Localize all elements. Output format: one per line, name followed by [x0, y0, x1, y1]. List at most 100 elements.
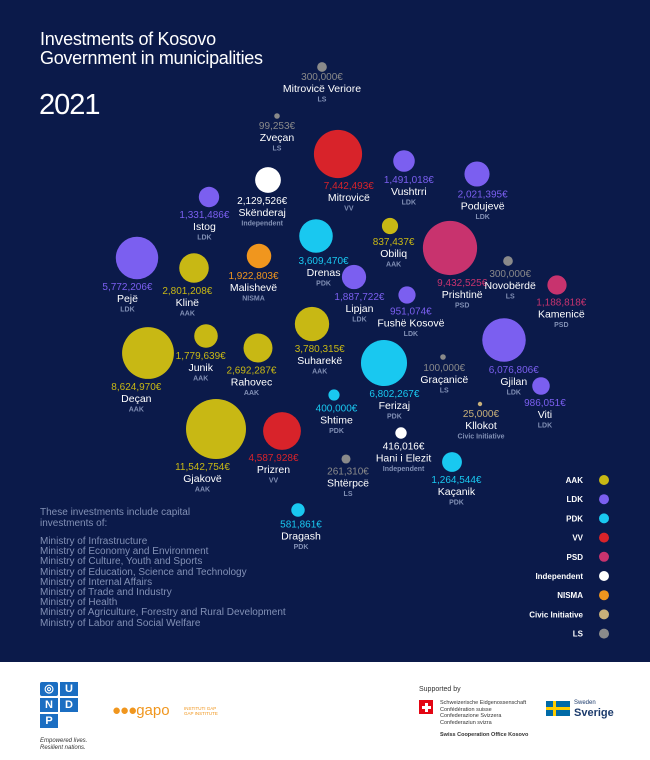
municipality-bubble: [464, 161, 490, 187]
municipality-bubble: [341, 264, 367, 290]
municipality-bubble: [313, 129, 363, 179]
party-label: PDK: [329, 428, 344, 435]
municipality-bubble-group: 300,000€Mitrovicë Veriore LS: [283, 62, 361, 104]
ministries-list: Ministry of Infrastructure Ministry of Ec…: [40, 536, 286, 629]
municipality-label: Malishevë: [230, 282, 277, 294]
municipality-bubble-group: 3,780,315€Suharekë AAK: [295, 306, 345, 376]
party-label: LS: [344, 491, 353, 498]
municipality-bubble-group: 99,253€Zveçan LS: [259, 113, 296, 153]
ministry-item: Ministry of Culture, Youth and Sports: [40, 557, 286, 567]
swiss-confederation-text: Schweizerische Eidgenossenschaft Confédé…: [440, 700, 526, 726]
legend-label: PDK: [566, 514, 583, 523]
value-label: 986,051€: [524, 398, 566, 409]
municipality-bubble: [243, 333, 273, 363]
municipality-label: Dragash: [281, 531, 321, 543]
ministry-prefix: Ministry of: [40, 587, 89, 599]
municipality-bubble: [360, 339, 408, 387]
undp-logo-n: N: [40, 698, 58, 712]
party-label: AAK: [180, 310, 195, 317]
party-label: LDK: [475, 214, 489, 221]
municipality-bubble-group: 2,692,287€Rahovec AAK: [226, 333, 277, 397]
party-label: LDK: [507, 389, 521, 396]
municipality-bubble-group: 1,922,803€Malishevë NISMA: [228, 243, 279, 303]
value-label: 2,129,526€: [237, 196, 287, 207]
ministry-prefix: Ministry of: [40, 566, 89, 578]
gap-logo-text: gapo: [136, 702, 170, 719]
municipality-bubble: [291, 503, 305, 517]
municipality-bubble: [179, 253, 209, 283]
value-label: 1,264,544€: [431, 475, 481, 486]
municipality-bubble: [477, 401, 483, 407]
ministry-prefix: Ministry of: [40, 576, 89, 588]
municipality-label: Lipjan: [345, 303, 373, 315]
legend-label: NISMA: [557, 591, 583, 600]
municipality-label: Gjakovë: [183, 473, 222, 485]
ministry-name: Economy and Environment: [88, 546, 209, 558]
municipality-bubble: [186, 399, 246, 459]
party-label: AAK: [386, 262, 401, 269]
value-label: 1,188,818€: [536, 298, 586, 309]
municipality-label: Obiliq: [380, 248, 407, 260]
swiss-office-label: Swiss Cooperation Office Kosovo: [440, 732, 529, 738]
value-label: 300,000€: [301, 72, 343, 83]
municipality-bubble: [115, 236, 159, 280]
municipality-bubble: [122, 327, 174, 379]
value-label: 1,887,722€: [334, 292, 384, 303]
municipality-bubble: [317, 62, 327, 72]
municipality-label: Ferizaj: [379, 400, 411, 412]
legend-swatch: [599, 571, 609, 581]
ministry-item: Ministry of Education, Science and Techn…: [40, 566, 286, 578]
municipality-label: Kaçanik: [438, 486, 476, 498]
municipality-label: Graçanicë: [420, 374, 468, 386]
party-label: LS: [318, 97, 327, 104]
municipality-bubble: [328, 389, 340, 401]
party-label: LS: [506, 293, 515, 300]
value-label: 99,253€: [259, 121, 296, 132]
value-label: 581,861€: [280, 520, 322, 531]
party-label: PDK: [294, 544, 309, 551]
value-label: 300,000€: [489, 269, 531, 280]
municipality-bubble-group: 11,542,754€Gjakovë AAK: [175, 399, 246, 494]
legend-label: VV: [572, 534, 583, 543]
legend-swatch: [599, 513, 609, 524]
party-label: NISMA: [242, 296, 265, 303]
ministry-name: Health: [88, 597, 118, 609]
value-label: 400,000€: [316, 404, 358, 415]
value-label: 1,779,639€: [176, 351, 226, 362]
gap-institute-logo: ●●●gapo: [112, 702, 170, 719]
ministry-item: Ministry of Economy and Environment: [40, 547, 286, 557]
municipality-bubble: [503, 256, 513, 266]
municipality-label: Skënderaj: [239, 207, 286, 219]
municipality-label: Pejë: [117, 293, 138, 305]
municipality-label: Prishtinë: [442, 289, 483, 301]
municipality-bubble: [442, 452, 462, 472]
party-label: AAK: [129, 406, 144, 413]
value-label: 11,542,754€: [175, 462, 230, 473]
swiss-flag-icon: [419, 700, 433, 714]
municipality-label: Drenas: [307, 267, 341, 279]
party-label: VV: [344, 206, 354, 213]
swiss-line: Confederazione Svizzera: [440, 713, 502, 719]
municipality-bubble-group: 9,432,525€Prishtinë PSD: [422, 220, 488, 310]
municipality-bubble-group: 7,442,493€Mitrovicë VV: [313, 129, 374, 213]
investment-note: These investments include capital invest…: [40, 507, 191, 529]
value-label: 837,437€: [373, 237, 415, 248]
party-label: PSD: [455, 303, 469, 310]
value-label: 2,021,395€: [458, 190, 508, 201]
sweden-label: Sweden: [574, 700, 596, 706]
municipality-bubble: [246, 243, 272, 269]
ministry-prefix: Ministry of: [40, 536, 89, 547]
party-label: LDK: [352, 317, 366, 324]
legend-label: LS: [573, 630, 584, 639]
party-label: LS: [440, 387, 449, 394]
municipality-bubble: [547, 275, 567, 295]
municipality-bubble: [440, 354, 446, 360]
